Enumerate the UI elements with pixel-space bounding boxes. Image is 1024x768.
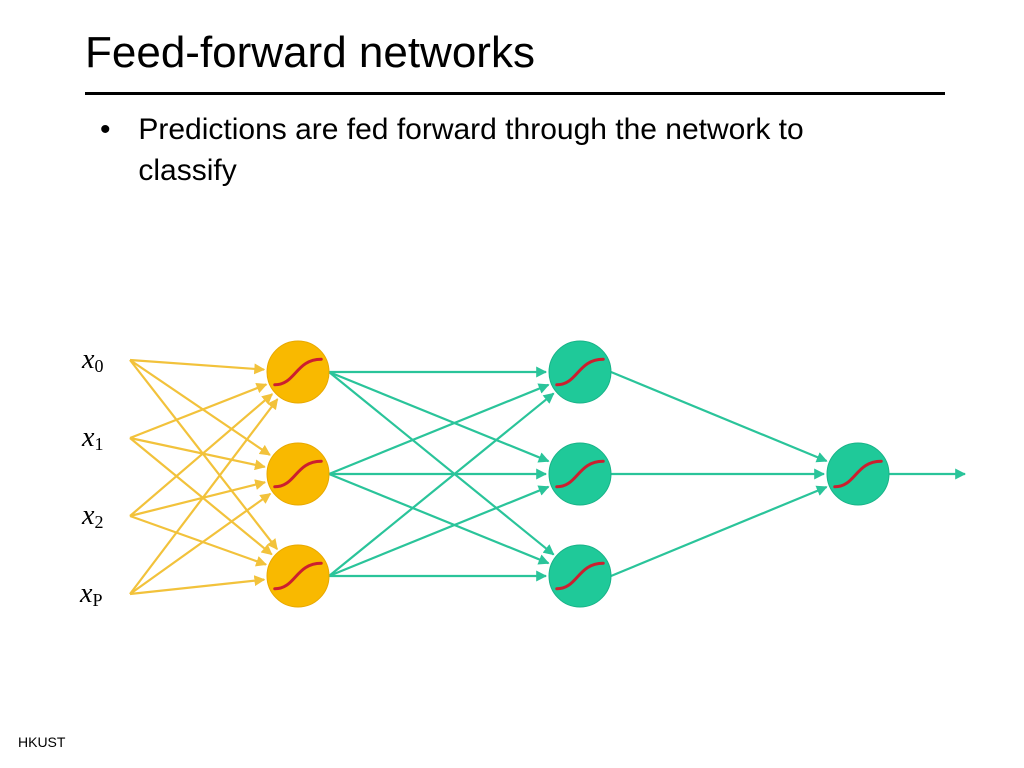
input-label: x2 [82,500,103,533]
input-label: x0 [82,344,103,377]
input-label: x1 [82,422,103,455]
footer-attribution: HKUST [18,734,65,750]
input-label: xP [80,578,102,611]
network-diagram [0,0,1024,768]
